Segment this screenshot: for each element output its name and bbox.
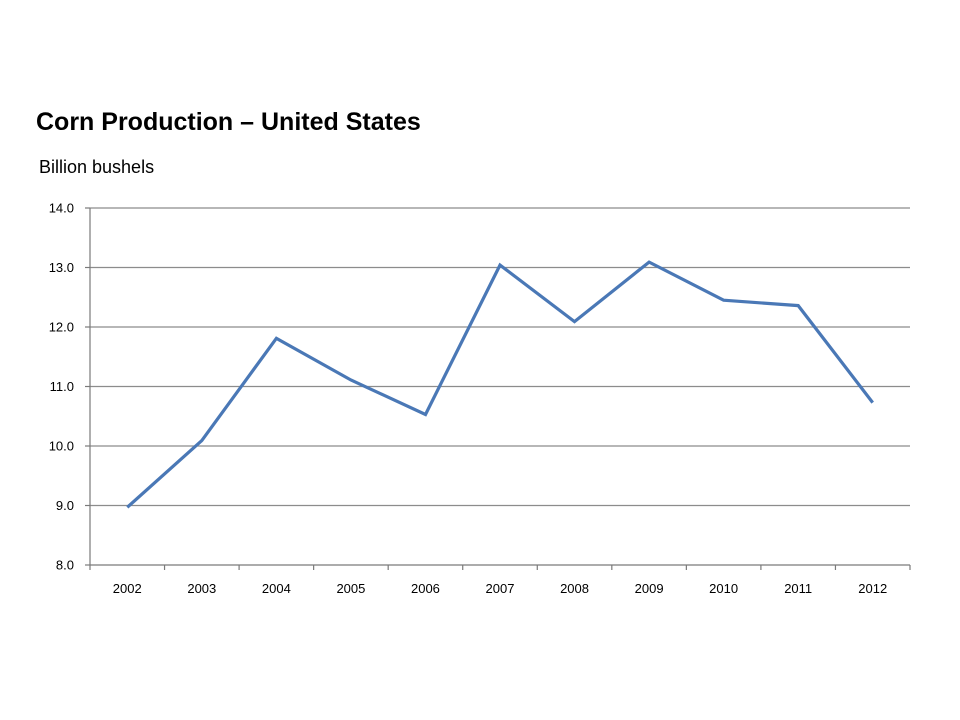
x-tick-label: 2007 <box>486 581 515 596</box>
y-tick-label: 14.0 <box>49 201 74 216</box>
x-tick-label: 2002 <box>113 581 142 596</box>
x-tick-label: 2012 <box>858 581 887 596</box>
y-tick-label: 9.0 <box>56 498 74 513</box>
y-tick-label: 11.0 <box>50 379 74 394</box>
x-tick-label: 2008 <box>560 581 589 596</box>
x-tick-label: 2006 <box>411 581 440 596</box>
x-tick-label: 2005 <box>336 581 365 596</box>
x-tick-label: 2003 <box>187 581 216 596</box>
x-tick-label: 2004 <box>262 581 291 596</box>
axes <box>85 207 911 570</box>
y-tick-label: 10.0 <box>49 439 74 454</box>
gridlines <box>90 207 910 507</box>
y-tick-label: 12.0 <box>49 320 74 335</box>
x-tick-label: 2009 <box>635 581 664 596</box>
y-tick-labels: 8.0 9.0 10.0 11.0 12.0 13.0 14.0 <box>49 201 74 573</box>
x-tick-labels: 2002 2003 2004 2005 2006 2007 2008 2009 2010 2011… <box>113 581 887 596</box>
y-axis-label: Billion bushels <box>39 157 155 177</box>
series-line <box>126 260 874 509</box>
y-tick-label: 8.0 <box>56 558 74 573</box>
x-tick-label: 2011 <box>784 581 812 596</box>
chart-title: Corn Production – United States <box>36 108 421 136</box>
x-tick-label: 2010 <box>709 581 738 596</box>
series <box>126 260 874 509</box>
y-tick-label: 13.0 <box>49 260 74 275</box>
